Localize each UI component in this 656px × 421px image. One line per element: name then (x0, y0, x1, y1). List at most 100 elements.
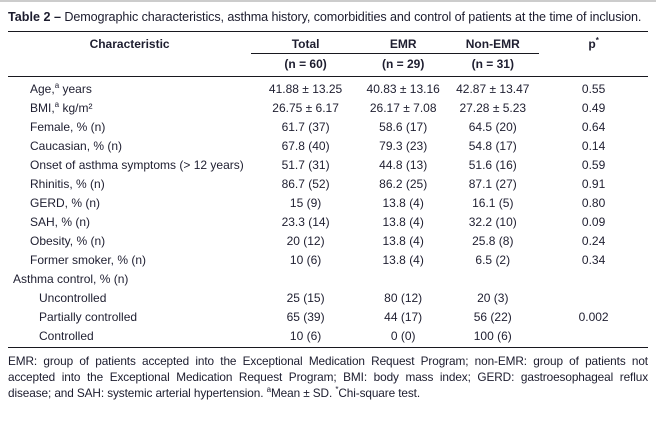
n-total: (n = 60) (251, 53, 360, 77)
cell-non-emr: 6.5 (2) (475, 252, 511, 267)
screenshot-top-edge (0, 0, 656, 2)
table-caption-text: Demographic characteristics, asthma hist… (60, 10, 642, 24)
cell-total (251, 269, 360, 288)
row-label: Controlled (8, 326, 252, 348)
cell-p: 0.24 (581, 233, 606, 248)
cell-total: 51.7 (31) (281, 157, 330, 172)
cell-p: 0.91 (581, 176, 606, 191)
table-row: Former smoker, % (n) 10 (6) 13.8 (4) 6.5… (8, 250, 648, 269)
table-row: Age,a years 41.88 ± 13.25 40.83 ± 13.16 … (8, 76, 648, 98)
cell-non-emr (446, 269, 539, 288)
cell-emr: 13.8 (4) (382, 195, 424, 210)
row-label: Partially controlled (39, 309, 138, 324)
header-total: Total (251, 31, 360, 54)
table-row: Caucasian, % (n) 67.8 (40) 79.3 (23) 54.… (8, 136, 648, 155)
cell-total: 23.3 (14) (281, 214, 330, 229)
cell-total: 10 (6) (251, 326, 360, 348)
table-row: Rhinitis, % (n) 86.7 (52) 86.2 (25) 87.1… (8, 174, 648, 193)
cell-p (539, 269, 648, 288)
n-emr: (n = 29) (359, 53, 447, 77)
cell-non-emr: 100 (6) (446, 326, 540, 348)
n-non-emr: (n = 31) (446, 53, 540, 77)
cell-total: 15 (9) (289, 195, 322, 210)
section-header-row: Asthma control, % (n) (8, 269, 648, 288)
cell-total: 61.7 (37) (281, 119, 330, 134)
top-rule (8, 30, 648, 32)
table-row: Onset of asthma symptoms (> 12 years) 51… (8, 155, 648, 174)
cell-total: 86.7 (52) (281, 176, 330, 191)
cell-emr: 26.17 ± 7.08 (369, 100, 437, 115)
row-label: Age,a years (30, 80, 92, 96)
cell-emr: 58.6 (17) (379, 119, 428, 134)
cell-emr: 40.83 ± 13.16 (366, 81, 440, 96)
header-non-emr: Non-EMR (446, 31, 540, 54)
cell-p (539, 288, 648, 307)
section-label: Asthma control, % (n) (13, 271, 129, 286)
cell-non-emr: 87.1 (27) (468, 176, 517, 191)
p-asterisk: * (595, 35, 599, 45)
header-row-n: (n = 60) (n = 29) (n = 31) (8, 53, 648, 77)
table-row: Female, % (n) 61.7 (37) 58.6 (17) 64.5 (… (8, 117, 648, 136)
cell-p: 0.34 (581, 252, 606, 267)
demographics-table: Characteristic Total EMR Non-EMR p* (n =… (8, 31, 648, 348)
footnote-marker-asterisk: * (335, 385, 339, 395)
row-label: Uncontrolled (39, 290, 107, 305)
cell-total: 41.88 ± 13.25 (268, 81, 343, 96)
cell-total: 20 (12) (286, 233, 325, 248)
cell-emr: 13.8 (4) (382, 214, 424, 229)
table-footnote: EMR: group of patients accepted into the… (8, 353, 648, 401)
cell-emr: 80 (12) (384, 290, 423, 305)
cell-emr: 44.8 (13) (379, 157, 428, 172)
footnote-marker-a: a (266, 385, 271, 395)
row-label: GERD, % (n) (30, 195, 101, 210)
cell-p: 0.002 (578, 309, 609, 324)
cell-non-emr: 51.6 (16) (468, 157, 517, 172)
cell-non-emr: 64.5 (20) (468, 119, 517, 134)
footnote-marker-a: a (54, 99, 60, 109)
cell-total: 26.75 ± 6.17 (272, 100, 339, 115)
cell-p: 0.09 (581, 214, 606, 229)
n-cell-empty (539, 53, 648, 77)
cell-non-emr: 56 (22) (473, 309, 512, 324)
table-row: Partially controlled 65 (39) 44 (17) 56 … (8, 307, 648, 326)
cell-non-emr: 20 (3) (477, 290, 509, 305)
row-label: Former smoker, % (n) (30, 252, 147, 267)
cell-non-emr: 32.2 (10) (468, 214, 517, 229)
cell-non-emr: 27.28 ± 5.23 (459, 100, 527, 115)
cell-emr: 0 (0) (359, 326, 447, 348)
cell-non-emr: 16.1 (5) (472, 195, 514, 210)
table-caption-label: Table 2 – (8, 10, 61, 24)
row-label: BMI,a kg/m² (30, 99, 93, 115)
table-row: Uncontrolled 25 (15) 80 (12) 20 (3) (8, 288, 648, 307)
cell-p: 0.64 (581, 119, 606, 134)
row-label: Onset of asthma symptoms (> 12 years) (30, 157, 244, 172)
n-cell-empty (8, 53, 252, 77)
cell-emr: 79.3 (23) (379, 138, 428, 153)
table-figure: Table 2 – Demographic characteristics, a… (0, 2, 656, 401)
cell-total: 10 (6) (289, 252, 322, 267)
cell-emr: 86.2 (25) (379, 176, 428, 191)
row-label: Female, % (n) (30, 119, 106, 134)
cell-p: 0.49 (581, 100, 606, 115)
header-row-groups: Characteristic Total EMR Non-EMR p* (8, 31, 648, 54)
table-row: SAH, % (n) 23.3 (14) 13.8 (4) 32.2 (10) … (8, 212, 648, 231)
table-caption: Table 2 – Demographic characteristics, a… (8, 9, 648, 27)
cell-non-emr: 25.8 (8) (472, 233, 514, 248)
cell-p: 0.59 (581, 157, 606, 172)
cell-p: 0.80 (581, 195, 606, 210)
cell-emr: 13.8 (4) (382, 233, 424, 248)
footnote-chi-square: Chi-square test. (338, 385, 421, 400)
table-row: Obesity, % (n) 20 (12) 13.8 (4) 25.8 (8)… (8, 231, 648, 250)
footnote-mean-sd: Mean ± SD. (270, 385, 336, 400)
header-emr: EMR (359, 31, 447, 54)
cell-non-emr: 54.8 (17) (468, 138, 517, 153)
header-characteristic: Characteristic (89, 36, 170, 51)
cell-p: 0.55 (581, 81, 606, 96)
cell-total: 65 (39) (286, 309, 325, 324)
cell-emr: 13.8 (4) (382, 252, 424, 267)
header-p-value: p* (588, 35, 599, 51)
row-label: SAH, % (n) (30, 214, 91, 229)
footnote-marker-a: a (54, 80, 60, 90)
cell-emr: 44 (17) (384, 309, 423, 324)
row-label: Caucasian, % (n) (30, 138, 123, 153)
